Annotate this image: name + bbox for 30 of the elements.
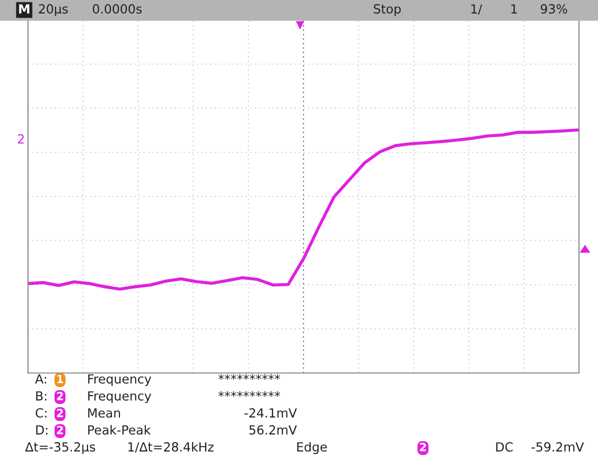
text: 56.2mV (249, 425, 297, 435)
text: 2 (57, 426, 63, 434)
text: 2 (18, 134, 24, 144)
text: B: (36, 391, 46, 400)
text: Peak-Peak (88, 424, 151, 435)
text: 20µs (38, 4, 68, 16)
text: Frequency (88, 391, 152, 404)
text: 2 (57, 408, 63, 418)
text: Edge (297, 442, 327, 454)
text: 93% (540, 4, 568, 14)
text: 1 (57, 374, 64, 384)
text: Frequency (88, 374, 152, 386)
text: -59.2mV (532, 442, 584, 452)
text: D: (36, 425, 48, 434)
text: ********** (218, 391, 280, 397)
text: 2 (420, 442, 426, 452)
text: DC (496, 442, 513, 452)
text: -24.1mV (244, 408, 297, 418)
text: Δt=-35.2µs (25, 442, 96, 454)
text: 1/ (471, 4, 482, 15)
text: Mean (88, 408, 120, 418)
text: M (19, 4, 30, 14)
text: ********** (218, 374, 280, 380)
text: Stop (374, 4, 401, 16)
text: 1/Δt=28.4kHz (128, 442, 214, 453)
text: A: (35, 374, 46, 384)
text: C: (36, 408, 46, 418)
text: 1 (511, 4, 517, 14)
text: 2 (57, 392, 63, 400)
text: 0.0000s (92, 4, 142, 14)
